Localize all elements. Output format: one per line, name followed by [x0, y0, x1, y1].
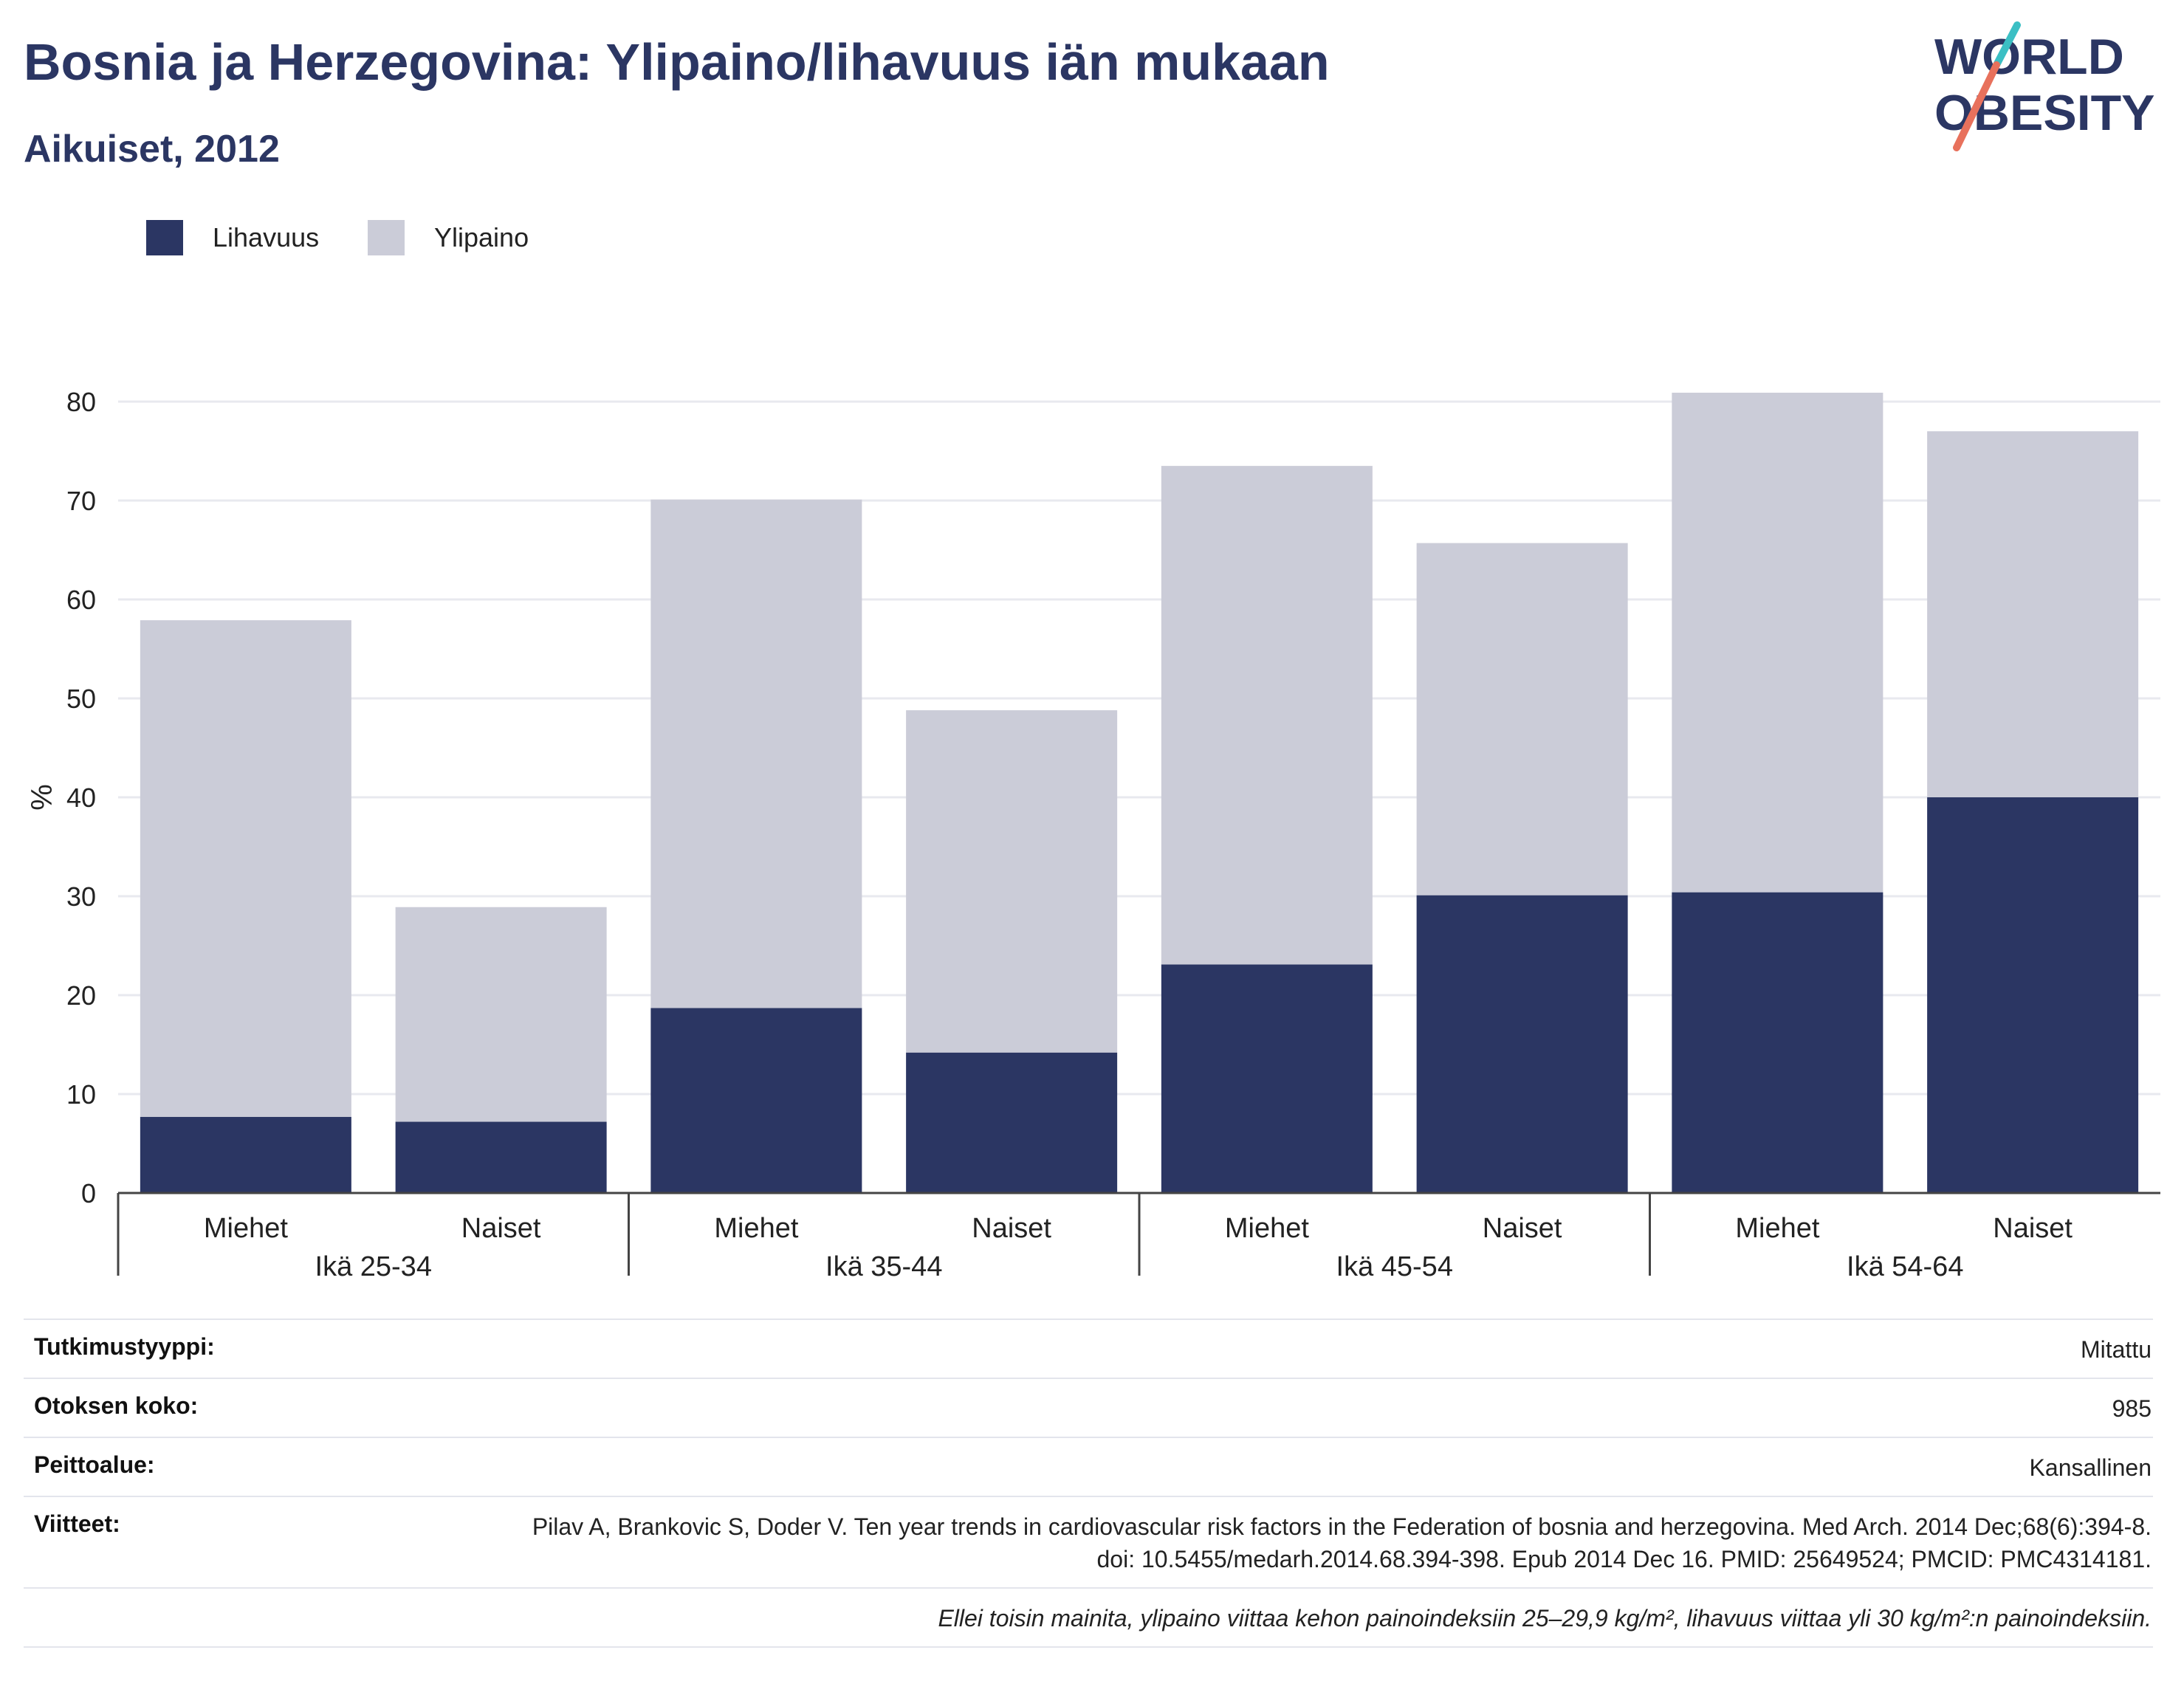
- legend-item-lihavuus[interactable]: Lihavuus: [146, 219, 319, 257]
- bar-lihavuus-8: [1927, 797, 2139, 1193]
- y-tick-label: 70: [66, 486, 96, 516]
- x-tick-label: Naiset: [1483, 1213, 1562, 1244]
- bar-ylipaino-1: [140, 620, 351, 1117]
- info-row-footnote: Ellei toisin mainita, ylipaino viittaa k…: [24, 1587, 2153, 1648]
- bar-chart: 0 10 20 30 40 50 60 70 80% Miehet Naiset Ikä 25-34 M…: [26, 387, 2160, 1282]
- y-tick-label: 30: [66, 881, 96, 912]
- chart-title: Bosnia ja Herzegovina: Ylipaino/lihavuus…: [24, 33, 1330, 91]
- y-tick-label: 20: [66, 980, 96, 1011]
- info-row-references: Viitteet: Pilav A, Brankovic S, Doder V.…: [24, 1496, 2153, 1587]
- x-tick-label: Naiset: [972, 1213, 1051, 1244]
- bar-ylipaino-7: [1672, 392, 1883, 893]
- info-value-reference: Pilav A, Brankovic S, Doder V. Ten year …: [532, 1513, 2152, 1572]
- x-tick-label: Naiset: [461, 1213, 541, 1244]
- bar-lihavuus-3: [650, 1008, 862, 1193]
- info-label: Peittoalue:: [34, 1451, 155, 1478]
- legend-item-ylipaino[interactable]: Ylipaino: [368, 219, 529, 257]
- legend-label-lihavuus: Lihavuus: [213, 222, 320, 252]
- y-tick-label: 50: [66, 684, 96, 714]
- legend-label-ylipaino: Ylipaino: [434, 222, 529, 252]
- logo-line1: WORLD: [1934, 29, 2124, 85]
- x-group-label: Ikä 35-44: [825, 1251, 942, 1282]
- bar-lihavuus-6: [1416, 895, 1628, 1193]
- bar-lihavuus-5: [1161, 964, 1373, 1193]
- bar-ylipaino-8: [1927, 431, 2139, 797]
- bar-lihavuus-4: [906, 1052, 1118, 1193]
- bar-ylipaino-2: [395, 907, 607, 1122]
- footnote: Ellei toisin mainita, ylipaino viittaa k…: [938, 1605, 2152, 1632]
- info-label: Viitteet:: [34, 1510, 120, 1537]
- info-label: Otoksen koko:: [34, 1392, 199, 1419]
- info-label: Tutkimustyyppi:: [34, 1333, 215, 1360]
- x-tick-label: Miehet: [1225, 1213, 1309, 1244]
- bar-lihavuus-7: [1672, 892, 1883, 1193]
- x-tick-label: Miehet: [714, 1213, 798, 1244]
- x-group-label: Ikä 25-34: [315, 1251, 432, 1282]
- bar-ylipaino-5: [1161, 466, 1373, 965]
- logo-slash-teal: [1993, 21, 2021, 69]
- x-tick-label: Miehet: [204, 1213, 288, 1244]
- info-value: 985: [2112, 1395, 2152, 1422]
- info-row-coverage: Peittoalue: Kansallinen: [24, 1437, 2153, 1496]
- y-axis-label: %: [26, 784, 58, 811]
- bar-ylipaino-3: [650, 499, 862, 1008]
- y-tick-label: 80: [66, 387, 96, 417]
- y-tick-label: 60: [66, 585, 96, 615]
- info-value: Mitattu: [2080, 1336, 2152, 1363]
- bar-ylipaino-6: [1416, 543, 1628, 895]
- legend-swatch-ylipaino: [368, 220, 405, 255]
- bar-ylipaino-4: [906, 710, 1118, 1053]
- y-tick-label: 10: [66, 1079, 96, 1110]
- y-tick-label: 0: [81, 1178, 96, 1208]
- chart-subtitle: Aikuiset, 2012: [24, 128, 280, 171]
- x-tick-label: Miehet: [1735, 1213, 1819, 1244]
- x-group-label: Ikä 54-64: [1847, 1251, 1963, 1282]
- info-value: Kansallinen: [2029, 1454, 2152, 1481]
- bar-lihavuus-2: [395, 1121, 607, 1193]
- legend-swatch-lihavuus: [146, 220, 183, 255]
- bar-lihavuus-1: [140, 1116, 351, 1193]
- x-group-label: Ikä 45-54: [1336, 1251, 1453, 1282]
- info-row-sample-size: Otoksen koko: 985: [24, 1378, 2153, 1437]
- info-row-study-type: Tutkimustyyppi: Mitattu: [24, 1318, 2153, 1378]
- world-obesity-logo: WORLD OBESITY: [1934, 21, 2155, 151]
- logo-slash-coral: [1953, 61, 2000, 151]
- y-tick-label: 40: [66, 783, 96, 813]
- study-info-table: Tutkimustyyppi: Mitattu Otoksen koko: 98…: [24, 1318, 2153, 1648]
- x-tick-label: Naiset: [1993, 1213, 2073, 1244]
